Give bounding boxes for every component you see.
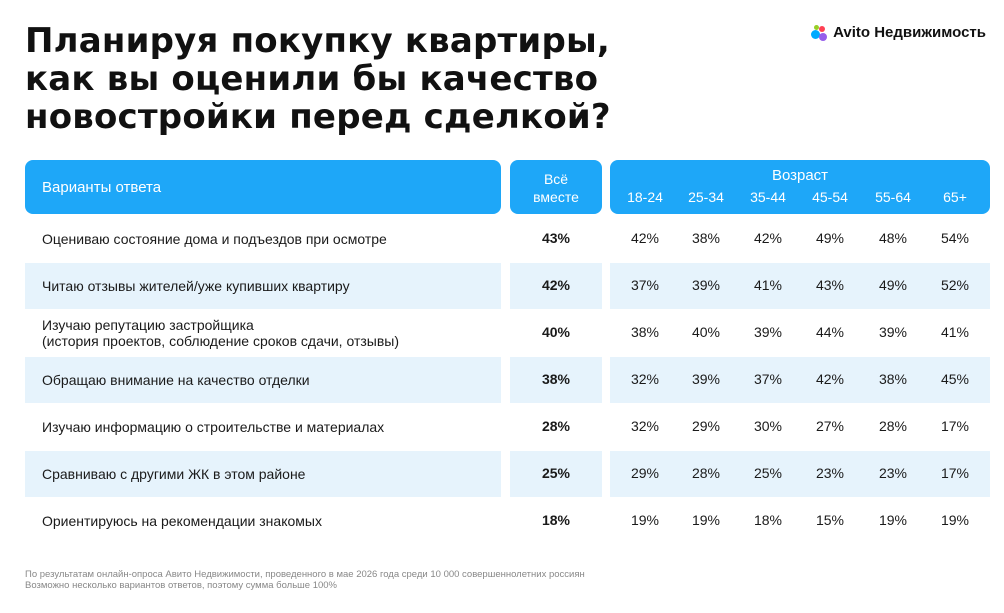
page-title: Планируя покупку квартиры, как вы оценил… bbox=[25, 22, 611, 136]
row-label-line: Сравниваю с другими ЖК в этом районе bbox=[42, 466, 306, 482]
total-value: 38% bbox=[541, 371, 571, 387]
total-value: 25% bbox=[541, 465, 571, 481]
age-value: 37% bbox=[630, 277, 660, 293]
title-line: новостройки перед сделкой? bbox=[25, 97, 611, 137]
age-value: 19% bbox=[940, 512, 970, 528]
age-value: 52% bbox=[940, 277, 970, 293]
age-value: 17% bbox=[940, 465, 970, 481]
row-label-line: (история проектов, соблюдение сроков сда… bbox=[42, 333, 399, 349]
age-value: 39% bbox=[753, 324, 783, 340]
row-label-line: Обращаю внимание на качество отделки bbox=[42, 372, 310, 388]
row-stripe bbox=[25, 357, 501, 403]
age-value: 49% bbox=[878, 277, 908, 293]
footnote: По результатам онлайн-опроса Авито Недви… bbox=[25, 569, 585, 591]
age-group-header: 45-54 bbox=[812, 189, 848, 205]
age-value: 30% bbox=[753, 418, 783, 434]
row-label-line: Оцениваю состояние дома и подъездов при … bbox=[42, 231, 387, 247]
title-line: Планируя покупку квартиры, bbox=[25, 21, 611, 61]
age-value: 29% bbox=[691, 418, 721, 434]
total-header: Всё вместе bbox=[510, 170, 602, 206]
age-value: 43% bbox=[815, 277, 845, 293]
age-value: 40% bbox=[691, 324, 721, 340]
age-value: 41% bbox=[753, 277, 783, 293]
row-label: Ориентируюсь на рекомендации знакомых bbox=[42, 513, 322, 529]
age-value: 38% bbox=[630, 324, 660, 340]
row-stripe bbox=[510, 451, 602, 497]
row-stripe bbox=[610, 263, 990, 309]
row-label-line: Читаю отзывы жителей/уже купивших кварти… bbox=[42, 278, 350, 294]
age-group-header: 65+ bbox=[943, 189, 967, 205]
age-value: 44% bbox=[815, 324, 845, 340]
row-label-line: Ориентируюсь на рекомендации знакомых bbox=[42, 513, 322, 529]
row-label: Читаю отзывы жителей/уже купивших кварти… bbox=[42, 278, 350, 294]
total-header-line: вместе bbox=[533, 189, 579, 205]
total-header-line: Всё bbox=[543, 171, 569, 187]
row-stripe bbox=[25, 263, 501, 309]
row-label: Сравниваю с другими ЖК в этом районе bbox=[42, 466, 305, 482]
age-value: 15% bbox=[815, 512, 845, 528]
age-value: 19% bbox=[630, 512, 660, 528]
total-value: 18% bbox=[541, 512, 571, 528]
age-value: 41% bbox=[940, 324, 970, 340]
age-value: 38% bbox=[878, 371, 908, 387]
age-header: Возраст bbox=[771, 167, 829, 184]
row-stripe bbox=[25, 451, 501, 497]
total-value: 43% bbox=[541, 230, 571, 246]
age-value: 54% bbox=[940, 230, 970, 246]
age-value: 39% bbox=[878, 324, 908, 340]
brand-logo: Avito Недвижимость bbox=[811, 24, 986, 41]
footnote-line: По результатам онлайн-опроса Авито Недви… bbox=[25, 569, 585, 580]
row-stripe bbox=[610, 357, 990, 403]
age-value: 19% bbox=[691, 512, 721, 528]
age-value: 32% bbox=[630, 418, 660, 434]
row-label-line: Изучаю репутацию застройщика bbox=[42, 317, 254, 333]
age-value: 37% bbox=[753, 371, 783, 387]
age-value: 28% bbox=[878, 418, 908, 434]
age-value: 49% bbox=[815, 230, 845, 246]
row-label: Оцениваю состояние дома и подъездов при … bbox=[42, 231, 387, 247]
age-value: 39% bbox=[691, 277, 721, 293]
age-value: 29% bbox=[630, 465, 660, 481]
age-value: 27% bbox=[815, 418, 845, 434]
total-value: 28% bbox=[541, 418, 571, 434]
age-value: 23% bbox=[815, 465, 845, 481]
age-value: 42% bbox=[815, 371, 845, 387]
avito-logo-icon bbox=[811, 24, 829, 41]
age-value: 38% bbox=[691, 230, 721, 246]
row-stripe bbox=[510, 263, 602, 309]
title-line: как вы оценили бы качество bbox=[25, 59, 599, 99]
age-value: 42% bbox=[753, 230, 783, 246]
age-value: 39% bbox=[691, 371, 721, 387]
total-value: 40% bbox=[541, 324, 571, 340]
age-value: 45% bbox=[940, 371, 970, 387]
header-total-bg bbox=[510, 160, 602, 214]
age-value: 48% bbox=[878, 230, 908, 246]
row-stripe bbox=[610, 451, 990, 497]
age-value: 25% bbox=[753, 465, 783, 481]
brand-name: Avito Недвижимость bbox=[833, 24, 986, 41]
age-value: 23% bbox=[878, 465, 908, 481]
row-label: Изучаю информацию о строительстве и мате… bbox=[42, 419, 384, 435]
row-label-line: Изучаю информацию о строительстве и мате… bbox=[42, 419, 385, 435]
age-value: 17% bbox=[940, 418, 970, 434]
total-value: 42% bbox=[541, 277, 571, 293]
options-header: Варианты ответа bbox=[42, 179, 162, 196]
age-group-header: 35-44 bbox=[750, 189, 786, 205]
footnote-line: Возможно несколько вариантов ответов, по… bbox=[25, 580, 337, 591]
header-options-bg bbox=[25, 160, 501, 214]
age-group-header: 18-24 bbox=[627, 189, 663, 205]
age-value: 18% bbox=[753, 512, 783, 528]
header-age-bg bbox=[610, 160, 990, 214]
row-stripe bbox=[510, 357, 602, 403]
age-value: 32% bbox=[630, 371, 660, 387]
age-value: 42% bbox=[630, 230, 660, 246]
age-group-header: 25-34 bbox=[688, 189, 724, 205]
age-value: 19% bbox=[878, 512, 908, 528]
row-label: Обращаю внимание на качество отделки bbox=[42, 372, 310, 388]
row-label: Изучаю репутацию застройщика (история про… bbox=[42, 317, 399, 349]
age-group-header: 55-64 bbox=[875, 189, 911, 205]
age-value: 28% bbox=[691, 465, 721, 481]
